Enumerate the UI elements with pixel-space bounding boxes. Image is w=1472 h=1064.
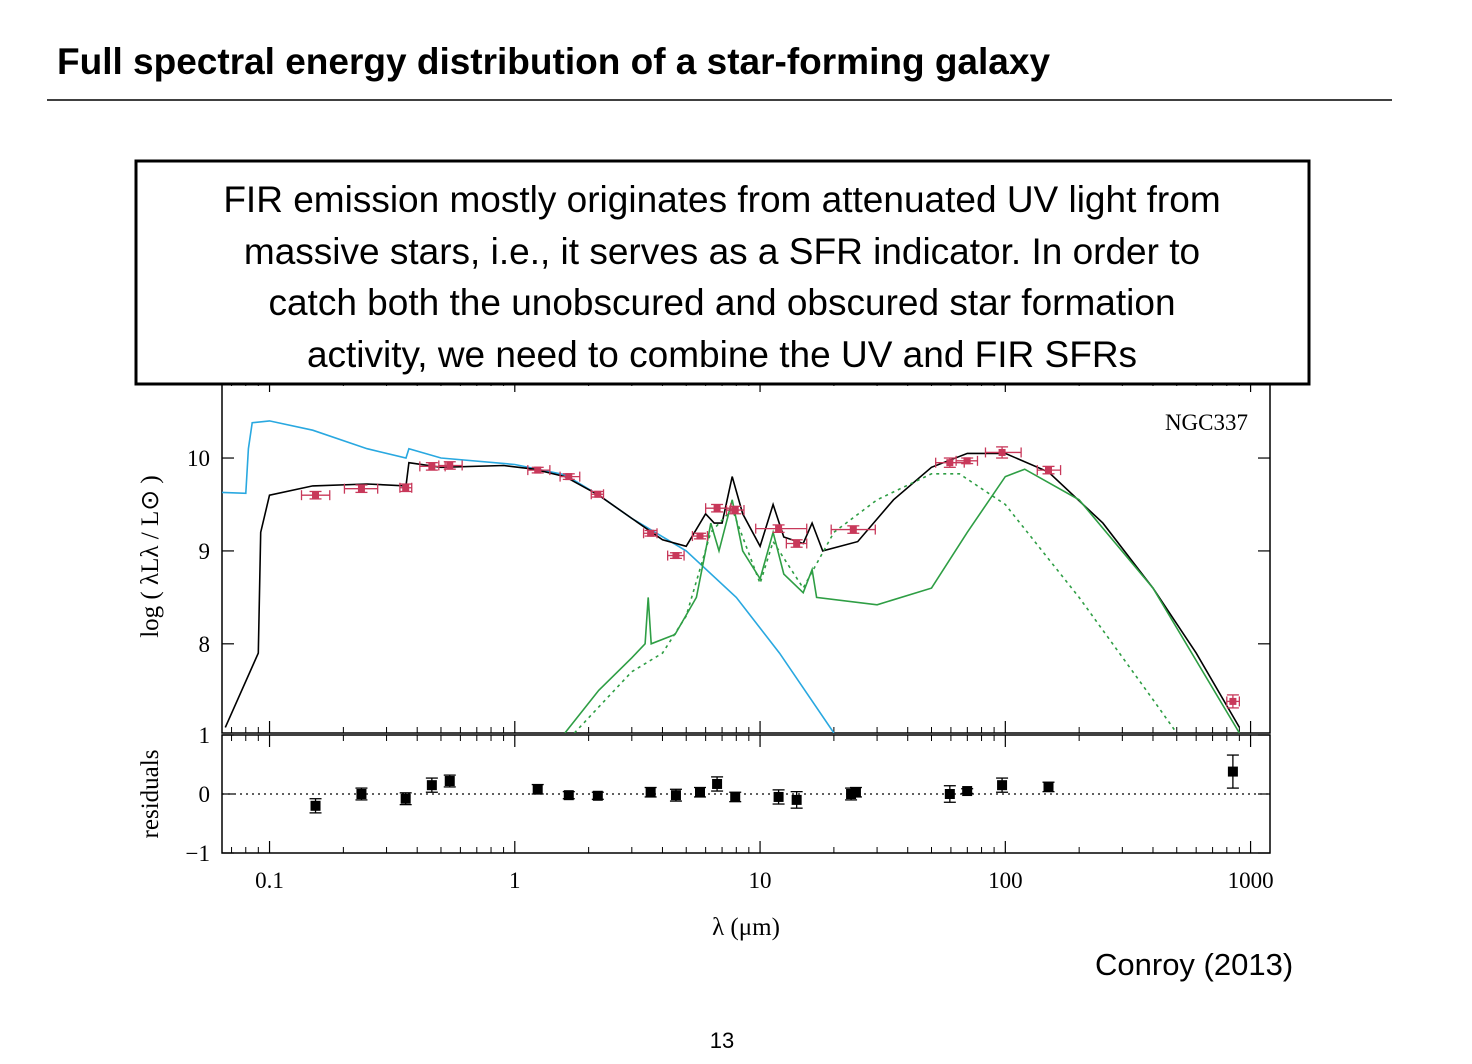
callout-line: FIR emission mostly originates from atte… [223,179,1220,220]
page-number: 13 [710,1028,734,1053]
callout-line: activity, we need to combine the UV and … [307,334,1137,375]
point [356,789,367,799]
y-tick-label: 8 [199,632,211,657]
point [444,776,455,787]
point [357,485,365,493]
model-line [573,473,1178,733]
point [791,794,802,805]
point [534,466,542,474]
model-line [222,420,835,733]
point [310,800,321,811]
x-axis-label: λ (μm) [712,914,780,941]
point [645,787,656,798]
point [400,793,411,804]
citation: Conroy (2013) [1095,947,1293,982]
point [944,789,955,799]
x-tick-label: 10 [749,868,772,893]
point [1227,766,1238,777]
model-line [224,452,1241,728]
y-axis-label: log ( λLλ / L⊙ ) [137,475,164,638]
point [694,787,705,798]
point [312,491,320,499]
callout-line: massive stars, i.e., it serves as a SFR … [244,231,1200,272]
point [592,790,603,801]
y-tick-label: 10 [187,446,210,471]
point [850,787,861,798]
callout-box [134,159,1311,386]
plot: 8 9 10 log ( λLλ / L⊙ ) NGC337 −1 0 1 0.1 1 10 100 1… [137,379,1274,941]
x-tick-label: 100 [988,868,1023,893]
point [672,552,680,560]
point [775,525,783,533]
x-tick-label: 1 [509,868,521,893]
point [563,790,574,801]
model-line [564,468,1241,733]
point [997,780,1008,791]
point [731,506,739,514]
point [963,457,971,465]
point [565,473,573,481]
x-tick-label: 0.1 [255,868,284,893]
point [773,791,784,802]
data-layer [222,420,1241,733]
annotation: NGC337 [1165,410,1248,435]
point [730,791,741,802]
point [426,780,437,791]
y-tick-label: 9 [199,539,211,564]
point [594,490,602,498]
y-tick-label: 0 [199,782,211,807]
data-layer [309,754,1239,814]
point [998,448,1006,456]
point [1043,781,1054,792]
point [532,784,543,795]
y-tick-label: 1 [199,723,211,748]
point [713,504,721,512]
point [696,532,704,540]
slide-title: Full spectral energy distribution of a s… [57,41,1050,82]
point [946,459,954,467]
y-tick-label: −1 [186,841,210,866]
point [793,539,801,547]
point [962,786,973,797]
point [446,461,454,469]
point [1229,697,1237,705]
point [1045,466,1053,474]
point [712,778,723,789]
y-axis-label: residuals [137,750,164,839]
point [670,790,681,801]
callout-text: FIR emission mostly originates from atte… [223,179,1220,375]
point [402,484,410,492]
point [849,526,857,534]
callout-line: catch both the unobscured and obscured s… [268,282,1175,323]
point [647,529,655,537]
point [428,462,436,470]
x-tick-label: 1000 [1228,868,1274,893]
